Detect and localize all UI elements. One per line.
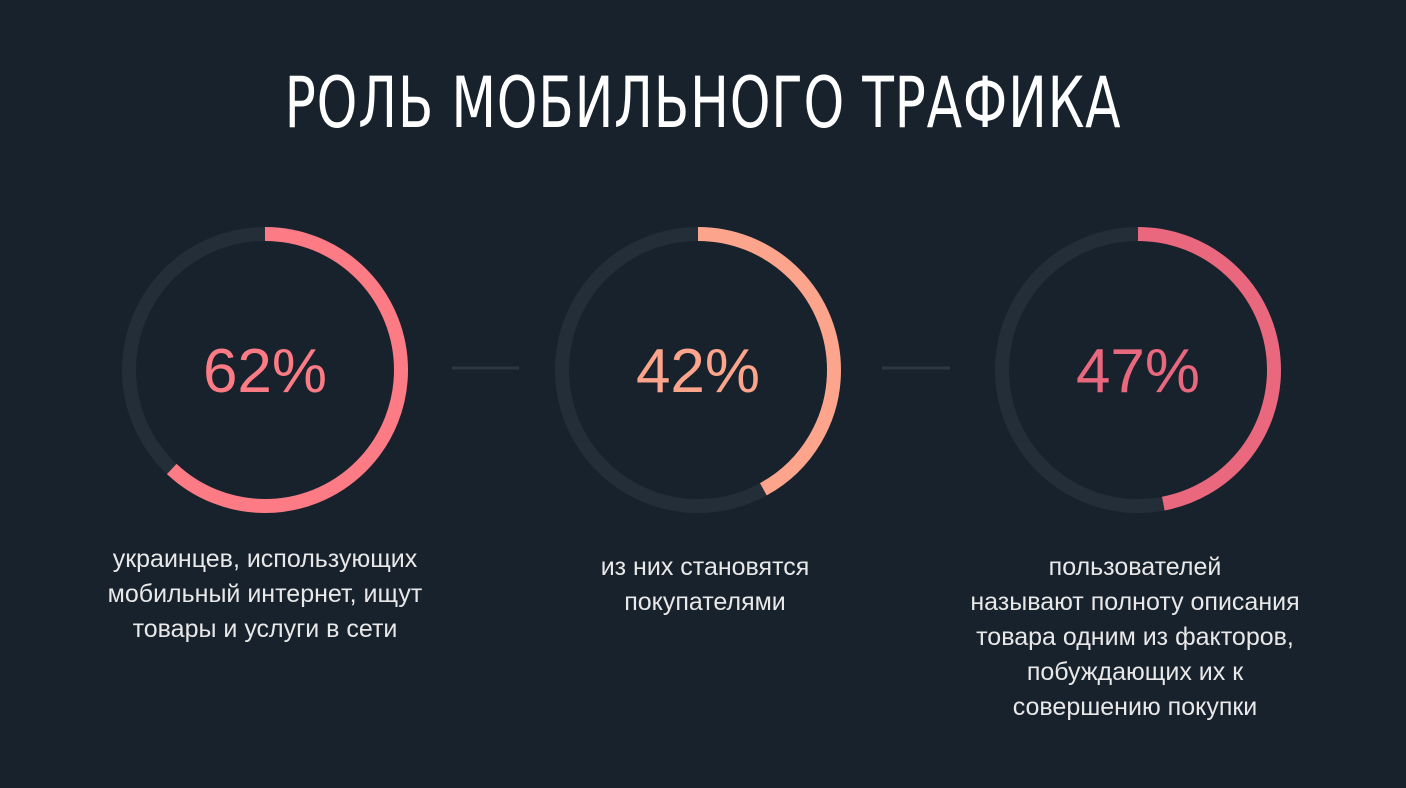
description-line: из них становятся — [600, 553, 810, 581]
description-line: пользователей — [1048, 553, 1222, 581]
description-1: украинцев, использующих мобильный интерн… — [65, 542, 465, 647]
description-line: побуждающих их к — [1026, 658, 1244, 686]
description-3: пользователей называют полноту описания … — [915, 550, 1355, 725]
description-line: товары и услуги в сети — [132, 615, 398, 643]
percentage-label: 62% — [203, 337, 327, 406]
description-2: из них становятся покупателями — [505, 550, 905, 620]
description-line: совершению покупки — [1012, 693, 1258, 721]
percentage-label: 42% — [636, 337, 760, 406]
ring-arc — [995, 227, 1281, 513]
percentage-label: 47% — [1076, 337, 1200, 406]
ring-arc — [555, 227, 841, 513]
description-line: украинцев, использующих — [112, 545, 418, 573]
description-line: покупателями — [624, 588, 786, 616]
description-line: товара одним из факторов, — [976, 623, 1294, 651]
description-line: мобильный интернет, ищут — [107, 580, 423, 608]
ring-arc — [122, 227, 408, 513]
page-title: РОЛЬ МОБИЛЬНОГО ТРАФИКА — [284, 62, 1122, 144]
description-line: называют полноту описания — [970, 588, 1300, 616]
